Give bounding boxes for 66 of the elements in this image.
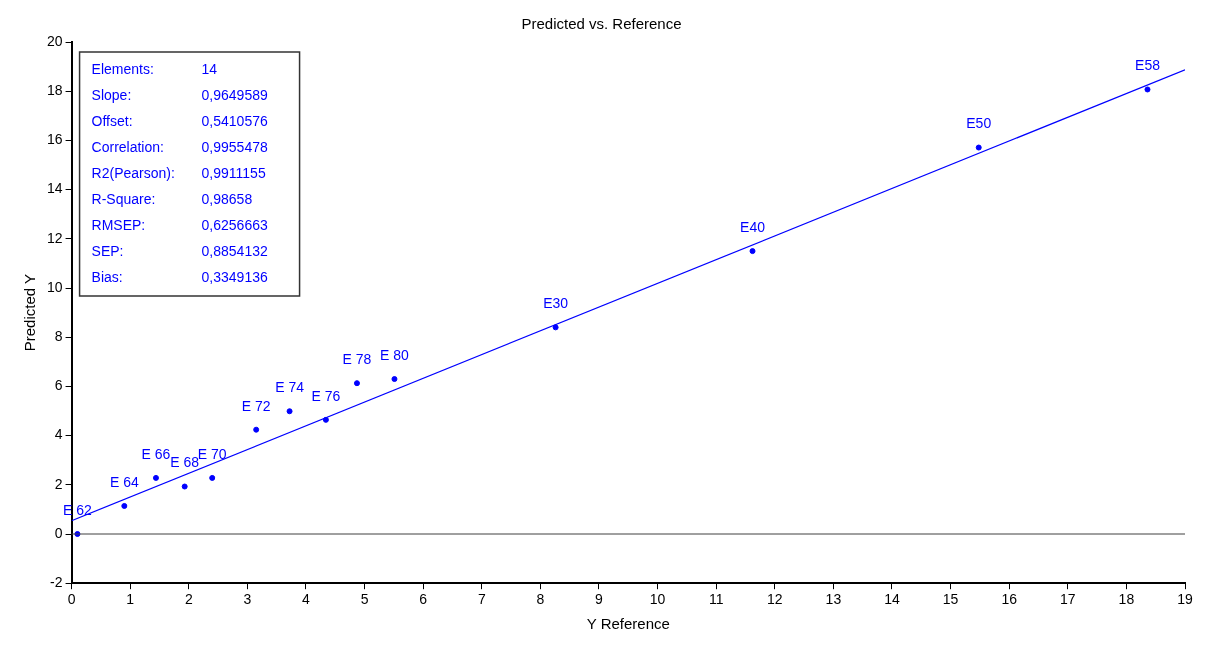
x-tick-label: 4	[302, 591, 311, 608]
x-tick-label: 7	[477, 591, 486, 608]
annotation: Offset:	[91, 112, 133, 129]
x-tick-label: 10	[649, 591, 666, 608]
annotation: 0,5410576	[201, 112, 268, 129]
annotation: 0,9649589	[201, 86, 268, 103]
x-tick-label: 13	[825, 591, 842, 608]
annotation: RMSEP:	[91, 216, 146, 233]
annotation: 0,9911155	[201, 164, 266, 181]
y-tick-label: 14	[46, 180, 63, 197]
annotation: 0,6256663	[201, 216, 268, 233]
x-tick-label: 18	[1118, 591, 1135, 608]
annotation: E 80	[380, 346, 410, 363]
annotation: 14	[201, 60, 218, 77]
x-tick-label: 15	[942, 591, 959, 608]
x-tick-label: 19	[1177, 591, 1193, 608]
y-axis-title: Predicted Y	[21, 273, 39, 352]
annotation: 0,98658	[201, 190, 253, 207]
y-tick-label: 0	[54, 524, 63, 541]
annotation: 0,9955478	[201, 138, 268, 155]
annotation: E50	[966, 115, 992, 132]
annotation: SEP:	[91, 242, 124, 259]
x-tick-label: 5	[360, 591, 369, 608]
y-tick-label: 12	[46, 229, 63, 246]
annotation: 0,3349136	[201, 268, 268, 285]
x-tick-label: 16	[1001, 591, 1018, 608]
annotation: R2(Pearson):	[91, 164, 175, 181]
annotation: R-Square:	[91, 190, 156, 207]
y-tick-label: 16	[46, 131, 63, 148]
annotation: E 66	[141, 445, 171, 462]
annotation: E 76	[311, 387, 341, 404]
x-tick-label: 1	[126, 591, 135, 608]
y-tick-label: 6	[54, 377, 63, 394]
annotation: Bias:	[91, 268, 123, 285]
x-tick-label: 14	[884, 591, 900, 608]
annotation: E 64	[109, 473, 139, 490]
x-tick-label: 11	[708, 591, 724, 608]
annotation: E 70	[197, 445, 227, 462]
annotation: Slope:	[91, 86, 132, 103]
annotation: Elements:	[91, 60, 154, 77]
x-tick-label: 17	[1060, 591, 1076, 608]
y-tick-label: 18	[46, 82, 63, 99]
y-tick-label: 4	[54, 426, 63, 443]
x-tick-label: 6	[419, 591, 428, 608]
x-tick-label: 12	[767, 591, 783, 608]
y-tick-label: -2	[50, 574, 63, 591]
y-tick-label: 8	[54, 328, 63, 345]
x-tick-label: 0	[67, 591, 76, 608]
annotation: E58	[1135, 57, 1161, 74]
annotation: E 74	[275, 379, 305, 396]
annotation: E40	[740, 218, 766, 235]
annotation: E 72	[241, 397, 271, 414]
x-axis-title: Y Reference	[586, 615, 670, 633]
x-tick-label: 9	[595, 591, 604, 608]
x-tick-label: 8	[536, 591, 545, 608]
annotation: 0,8854132	[201, 242, 268, 259]
y-tick-label: 20	[46, 32, 63, 49]
annotation: E30	[543, 295, 569, 312]
x-tick-label: 2	[184, 591, 193, 608]
y-tick-label: 2	[54, 475, 63, 492]
annotation: Correlation:	[91, 138, 164, 155]
chart-title: Predicted vs. Reference	[521, 15, 682, 33]
y-tick-label: 10	[46, 278, 63, 295]
annotation: E 68	[170, 454, 200, 471]
annotation: E 78	[342, 351, 372, 368]
x-tick-label: 3	[243, 591, 252, 608]
